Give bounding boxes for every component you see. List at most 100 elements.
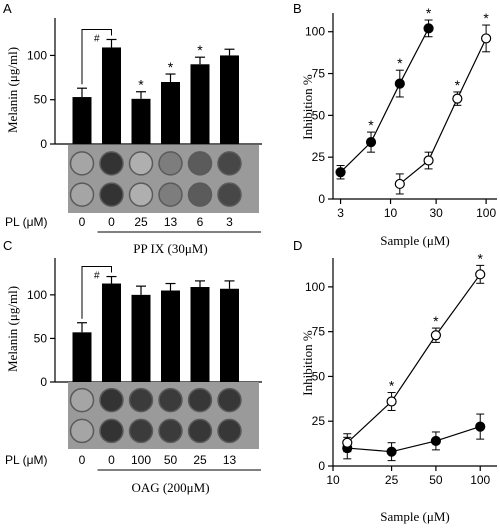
significance-star: * bbox=[426, 5, 432, 21]
concentration-label: 0 bbox=[108, 215, 115, 229]
concentration-label: 13 bbox=[164, 215, 178, 229]
data-point bbox=[481, 33, 492, 44]
well bbox=[69, 151, 95, 176]
y-tick-label: 50 bbox=[312, 108, 326, 122]
concentration-label: 0 bbox=[79, 453, 86, 467]
well bbox=[158, 151, 183, 176]
well bbox=[158, 182, 183, 207]
comparison-bracket bbox=[81, 266, 112, 319]
series-line bbox=[340, 28, 430, 173]
significance-star: * bbox=[455, 77, 461, 93]
y-axis-label: Melanin (μg/ml) bbox=[5, 286, 20, 372]
x-tick-label: 10 bbox=[326, 473, 340, 487]
panel-a: A 0 50 100 Melanin (μg/ml) * * * # PL (μM) 0 0 25 13 6… bbox=[3, 1, 262, 256]
x-tick-label: 3 bbox=[337, 206, 344, 220]
x-axis-label: Sample (μM) bbox=[380, 233, 449, 248]
panel-b: B 0 25 50 75 100 3 10 30 100 Inhibition % Sample (μ… bbox=[293, 1, 497, 248]
well bbox=[217, 151, 242, 176]
well bbox=[217, 418, 242, 444]
data-point bbox=[386, 396, 397, 407]
well bbox=[158, 387, 183, 413]
y-tick-label: 50 bbox=[34, 331, 48, 345]
bar bbox=[161, 82, 180, 144]
well bbox=[158, 418, 183, 444]
well bbox=[99, 182, 124, 207]
y-tick-label: 100 bbox=[305, 280, 325, 294]
group-label: OAG (200μM) bbox=[131, 480, 209, 495]
data-point bbox=[475, 421, 486, 432]
concentration-label: 6 bbox=[197, 215, 204, 229]
bar bbox=[161, 290, 180, 382]
well bbox=[187, 151, 213, 176]
panel-label: C bbox=[3, 238, 12, 253]
x-tick-label: 50 bbox=[429, 473, 443, 487]
y-tick-label: 0 bbox=[40, 375, 47, 389]
concentration-label: 100 bbox=[131, 453, 151, 467]
data-point bbox=[423, 23, 434, 34]
bar bbox=[190, 287, 210, 382]
bracket-label: # bbox=[94, 271, 100, 282]
well bbox=[217, 387, 242, 413]
y-tick-label: 75 bbox=[312, 67, 326, 81]
y-tick-label: 0 bbox=[40, 137, 47, 151]
panel-label: D bbox=[293, 238, 302, 253]
bar bbox=[220, 288, 239, 382]
well bbox=[128, 151, 154, 176]
series-line bbox=[346, 273, 481, 444]
well bbox=[217, 182, 242, 207]
well bbox=[128, 182, 154, 207]
data-point bbox=[365, 137, 377, 148]
significance-star: * bbox=[138, 77, 144, 93]
panel-label: B bbox=[293, 1, 302, 16]
x-tick-label: 30 bbox=[429, 206, 443, 220]
concentration-label: 13 bbox=[223, 453, 237, 467]
data-point bbox=[394, 178, 405, 190]
series-line bbox=[399, 38, 487, 185]
bar bbox=[131, 294, 151, 382]
data-point bbox=[386, 446, 397, 457]
well bbox=[99, 387, 124, 413]
data-point bbox=[342, 437, 353, 448]
bar bbox=[102, 47, 121, 145]
concentration-label: 50 bbox=[164, 453, 178, 467]
y-tick-label: 100 bbox=[27, 288, 47, 302]
x-axis-label: Sample (μM) bbox=[380, 509, 449, 524]
y-tick-label: 50 bbox=[34, 93, 48, 107]
significance-star: * bbox=[477, 250, 483, 266]
data-point bbox=[452, 93, 463, 104]
pl-row-label: PL (μM) bbox=[5, 453, 47, 467]
panel-c: C 0 50 100 Melanin (μg/ml) # PL (μM) 0 0 100 50 25 1… bbox=[3, 238, 262, 495]
y-tick-label: 25 bbox=[312, 150, 326, 164]
comparison-bracket bbox=[81, 28, 112, 85]
bar bbox=[220, 55, 239, 144]
y-tick-label: 50 bbox=[312, 369, 326, 383]
well bbox=[187, 387, 213, 413]
well bbox=[99, 151, 124, 176]
x-tick-label: 10 bbox=[384, 206, 398, 220]
y-tick-label: 100 bbox=[27, 48, 47, 62]
well bbox=[69, 387, 95, 413]
x-tick-label: 25 bbox=[385, 473, 399, 487]
panel-d: D 0 25 50 75 100 10 25 50 100 Inhibition % Sample (… bbox=[293, 238, 497, 524]
bar bbox=[131, 98, 151, 144]
well bbox=[187, 182, 213, 207]
bar bbox=[72, 97, 92, 144]
bar bbox=[102, 283, 121, 382]
concentration-label: 0 bbox=[108, 453, 115, 467]
well bbox=[128, 387, 154, 413]
panel-label: A bbox=[3, 1, 12, 16]
concentration-label: 0 bbox=[79, 215, 86, 229]
x-tick-label: 100 bbox=[476, 206, 496, 220]
y-axis-label: Inhibition % bbox=[300, 74, 315, 140]
well bbox=[128, 418, 154, 444]
series-line bbox=[347, 426, 481, 453]
data-point bbox=[475, 269, 486, 280]
data-point bbox=[430, 330, 442, 341]
y-tick-label: 100 bbox=[305, 25, 325, 39]
well bbox=[69, 418, 95, 444]
significance-star: * bbox=[197, 42, 203, 58]
well bbox=[69, 182, 95, 207]
significance-star: * bbox=[168, 59, 174, 75]
x-tick-label: 100 bbox=[470, 473, 490, 487]
